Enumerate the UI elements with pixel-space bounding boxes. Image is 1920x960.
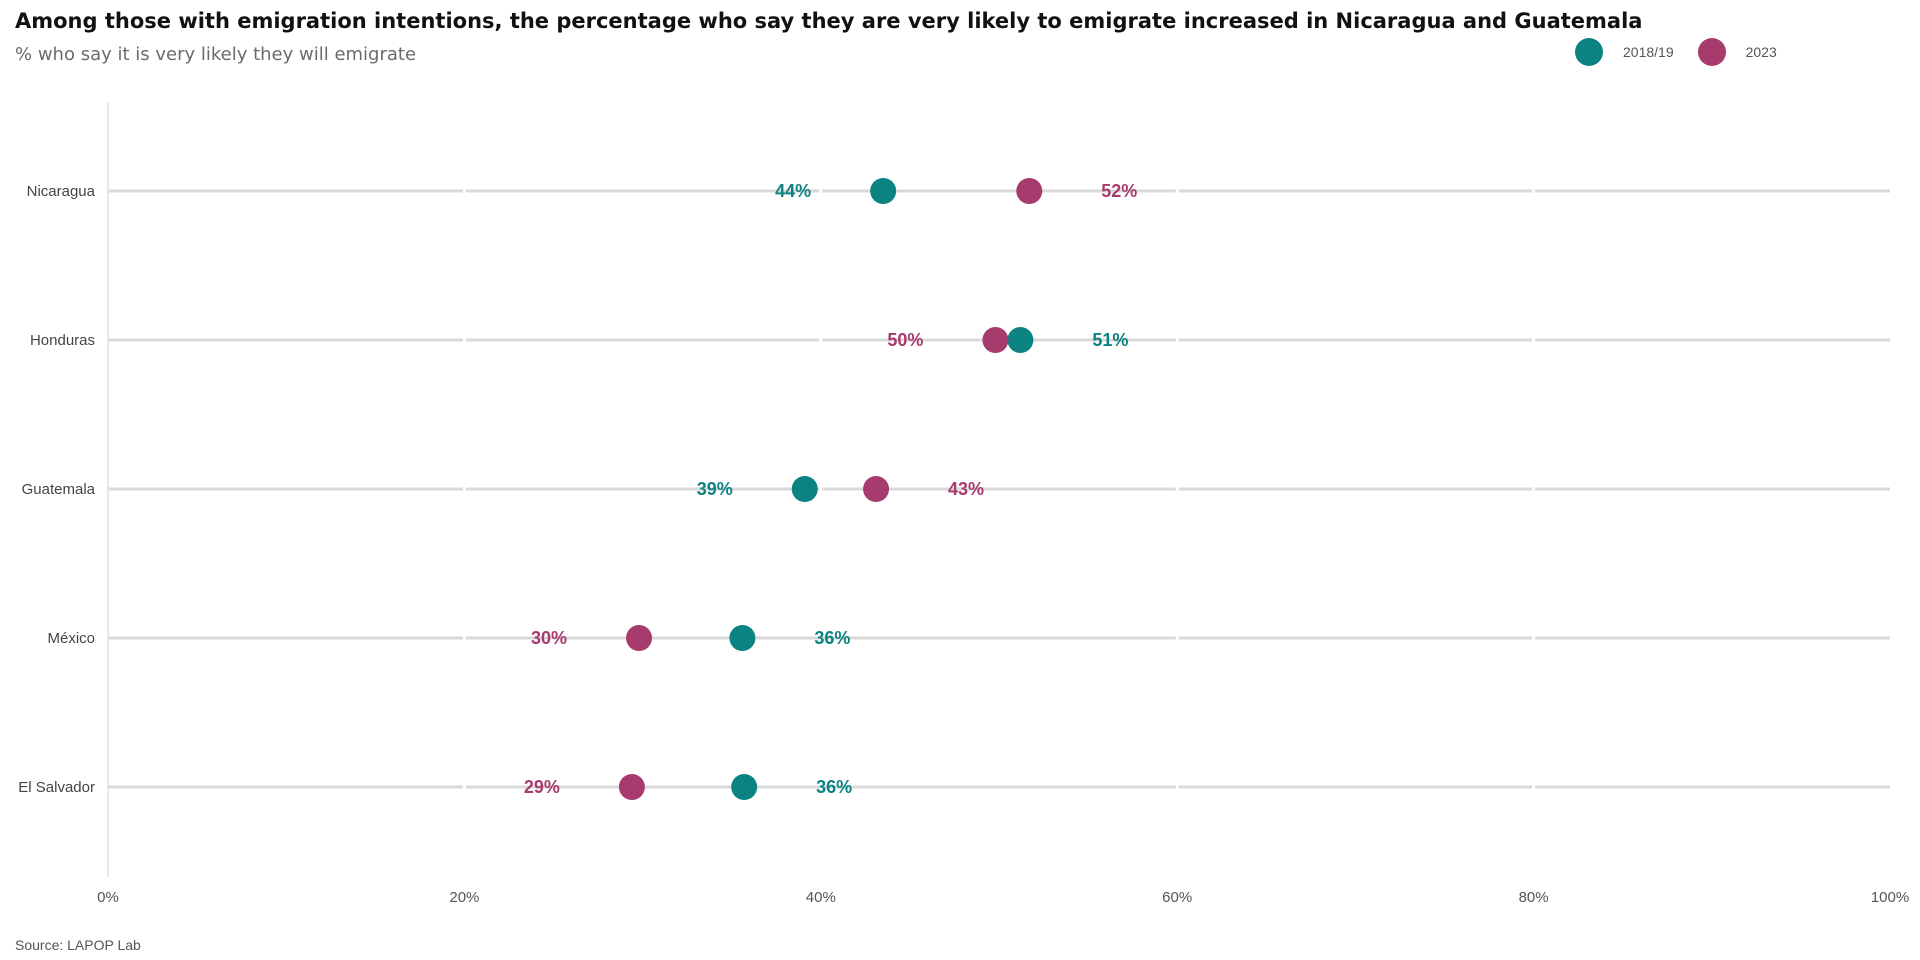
dot-2023-guatemala xyxy=(863,476,889,502)
dot-2023-nicaragua xyxy=(1016,178,1042,204)
dot-2023-honduras xyxy=(982,327,1008,353)
x-tick-label-60: 60% xyxy=(1162,889,1192,906)
data-label-2018-19-el-salvador: 36% xyxy=(816,777,852,797)
dot-2018-19-nicaragua xyxy=(870,178,896,204)
data-label-2018-19-mexico: 36% xyxy=(814,628,850,648)
data-label-2018-19-nicaragua: 44% xyxy=(775,181,811,201)
data-label-2018-19-honduras: 51% xyxy=(1092,330,1128,350)
data-label-2023-honduras: 50% xyxy=(887,330,923,350)
data-label-2023-guatemala: 43% xyxy=(948,479,984,499)
data-label-2023-nicaragua: 52% xyxy=(1101,181,1137,201)
x-tick-label-80: 80% xyxy=(1519,889,1549,906)
category-label-guatemala: Guatemala xyxy=(22,481,96,498)
dot-2018-19-honduras xyxy=(1007,327,1033,353)
dot-2018-19-guatemala xyxy=(792,476,818,502)
dot-plot: Nicaragua Honduras Guatemala México El Salva… xyxy=(0,0,1920,960)
dot-2018-19-el-salvador xyxy=(731,774,757,800)
category-label-honduras: Honduras xyxy=(30,332,95,349)
dot-2023-el-salvador xyxy=(619,774,645,800)
x-tick-label-40: 40% xyxy=(806,889,836,906)
dot-2018-19-mexico xyxy=(729,625,755,651)
data-label-2023-mexico: 30% xyxy=(531,628,567,648)
dot-2023-mexico xyxy=(626,625,652,651)
data-label-2023-el-salvador: 29% xyxy=(524,777,560,797)
x-tick-label-100: 100% xyxy=(1871,889,1909,906)
category-label-nicaragua: Nicaragua xyxy=(27,183,96,200)
data-label-2018-19-guatemala: 39% xyxy=(697,479,733,499)
x-tick-label-0: 0% xyxy=(97,889,119,906)
x-tick-label-20: 20% xyxy=(449,889,479,906)
category-label-el-salvador: El Salvador xyxy=(18,779,95,796)
source-note: Source: LAPOP Lab xyxy=(15,937,141,953)
category-label-mexico: México xyxy=(47,630,95,647)
